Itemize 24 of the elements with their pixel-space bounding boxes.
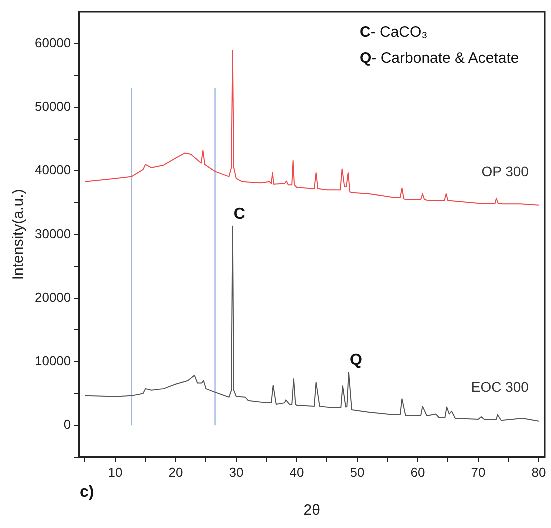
x-tick-label: 30 (229, 464, 244, 480)
x-axis-title: 2θ (304, 502, 320, 520)
y-tick-label: 0 (64, 417, 72, 432)
x-tick-label: 20 (168, 464, 184, 480)
y-axis-title: Intensity(a.u.) (10, 189, 28, 280)
annotation: C- CaCO₃ (360, 23, 429, 43)
series-label: EOC 300 (471, 379, 530, 396)
x-tick-label: 40 (290, 464, 304, 480)
y-tick-label: 50000 (34, 99, 72, 114)
text: c) (80, 484, 94, 502)
x-tick-label: 70 (471, 464, 486, 480)
series-label: OP 300 (482, 163, 530, 180)
annotation: Q (350, 352, 362, 370)
y-tick-label: 20000 (34, 290, 72, 305)
y-tick-label: 40000 (34, 162, 72, 178)
annotation: C (234, 206, 246, 223)
y-tick-label: 10000 (34, 354, 72, 369)
y-tick-label: 30000 (34, 226, 72, 242)
annotation: Q- Carbonate & Acetate (360, 49, 520, 69)
x-tick-label: 60 (410, 464, 426, 480)
x-tick-label: 50 (350, 464, 365, 480)
y-tick-label: 60000 (34, 35, 72, 50)
x-tick-label: 10 (108, 464, 123, 480)
x-tick-label: 80 (532, 464, 546, 480)
